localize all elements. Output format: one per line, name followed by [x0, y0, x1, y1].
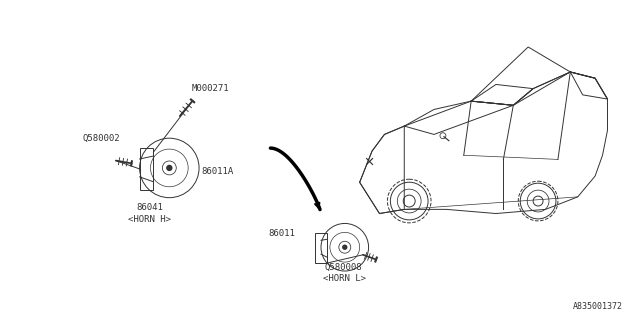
Text: A835001372: A835001372 — [572, 302, 622, 311]
Text: M000271: M000271 — [191, 84, 228, 93]
Circle shape — [167, 165, 172, 171]
Text: <HORN H>: <HORN H> — [128, 215, 171, 224]
Text: Q580002: Q580002 — [82, 134, 120, 143]
Circle shape — [343, 245, 347, 249]
Text: <HORN L>: <HORN L> — [323, 275, 366, 284]
Text: 86011: 86011 — [268, 229, 295, 238]
Text: 86011A: 86011A — [201, 167, 234, 176]
Text: Q580008: Q580008 — [325, 263, 363, 272]
Text: 86041: 86041 — [136, 203, 163, 212]
